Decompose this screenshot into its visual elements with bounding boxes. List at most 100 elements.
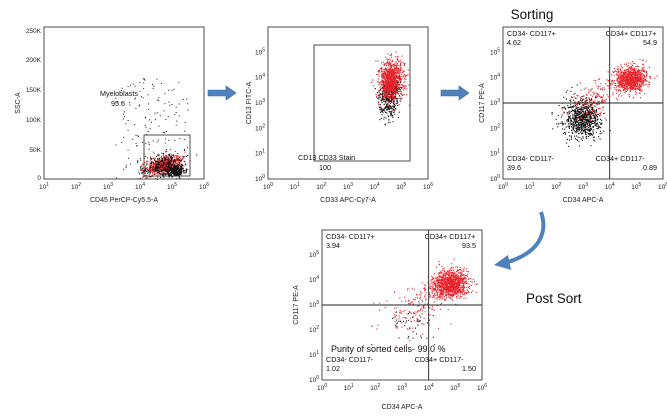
event-dot xyxy=(576,109,578,111)
event-dot xyxy=(408,300,410,302)
event-dot xyxy=(385,73,387,75)
event-dot xyxy=(582,105,584,107)
event-dot xyxy=(162,164,164,166)
event-dot xyxy=(433,309,435,311)
event-dot xyxy=(579,82,581,84)
event-dot xyxy=(141,142,143,143)
quadrant-value: 0.89 xyxy=(643,163,657,172)
event-dot xyxy=(383,68,385,70)
event-dot xyxy=(380,107,382,109)
event-dot xyxy=(646,80,648,82)
event-dot xyxy=(168,166,170,168)
event-dot xyxy=(396,92,398,94)
event-dot xyxy=(404,316,406,318)
event-dot xyxy=(581,108,583,110)
event-dot xyxy=(622,75,624,77)
event-dot xyxy=(621,72,623,74)
event-dot xyxy=(176,164,178,166)
event-dot xyxy=(626,74,628,76)
event-dot xyxy=(153,169,155,171)
event-dot xyxy=(603,87,605,89)
event-dot xyxy=(583,107,585,109)
event-dot xyxy=(162,176,164,178)
event-dot xyxy=(384,71,386,73)
event-dot xyxy=(609,130,611,132)
event-dot xyxy=(642,68,644,70)
event-dot xyxy=(639,75,641,77)
event-dot xyxy=(385,92,387,94)
event-dot xyxy=(577,110,579,112)
event-dot xyxy=(395,78,397,80)
event-dot xyxy=(627,86,629,88)
event-dot xyxy=(570,135,572,137)
event-dot xyxy=(173,154,175,156)
event-dot xyxy=(169,169,171,171)
event-dot xyxy=(587,119,589,121)
event-dot xyxy=(164,167,166,169)
event-dot xyxy=(176,166,178,168)
event-dot xyxy=(581,127,583,129)
event-dot xyxy=(127,149,129,151)
event-dot xyxy=(628,77,630,79)
event-dot xyxy=(626,87,628,89)
event-dot xyxy=(156,112,158,114)
event-dot xyxy=(174,164,176,166)
event-dot xyxy=(140,159,142,161)
event-dot xyxy=(581,126,583,128)
event-dot xyxy=(570,120,572,122)
event-dot xyxy=(393,77,395,79)
event-dot xyxy=(152,158,154,160)
event-dot xyxy=(388,69,390,71)
event-dot xyxy=(164,173,166,175)
event-dot xyxy=(593,118,595,120)
event-dot xyxy=(623,63,625,65)
event-dot xyxy=(121,102,123,103)
event-dot xyxy=(388,105,390,107)
event-dot xyxy=(557,123,559,125)
event-dot xyxy=(644,71,646,73)
event-dot xyxy=(592,93,594,95)
event-dot xyxy=(150,160,152,162)
event-dot xyxy=(623,86,625,88)
event-dot xyxy=(386,112,388,114)
event-dot xyxy=(396,73,398,75)
event-dot xyxy=(148,142,150,144)
event-dot xyxy=(387,96,389,98)
event-dot xyxy=(138,104,140,106)
event-dot xyxy=(636,77,638,79)
event-dot xyxy=(165,168,167,170)
event-dot xyxy=(152,161,154,163)
event-dot xyxy=(589,123,591,125)
event-dot xyxy=(183,165,185,167)
event-dot xyxy=(590,104,592,106)
event-dot xyxy=(168,155,170,157)
event-dot xyxy=(376,95,378,97)
event-dot xyxy=(170,159,172,161)
event-dot xyxy=(622,77,624,79)
event-dot xyxy=(563,111,565,113)
panel-1-gate-name: Myeloblasts xyxy=(100,89,138,98)
event-dot xyxy=(161,166,163,168)
event-dot xyxy=(582,122,584,124)
event-dot xyxy=(602,89,604,91)
event-dot xyxy=(617,95,619,97)
event-dot xyxy=(575,121,577,123)
event-dot xyxy=(161,164,163,166)
event-dot xyxy=(640,79,642,81)
event-dot xyxy=(170,157,172,159)
event-dot xyxy=(624,73,626,75)
event-dot xyxy=(164,174,166,176)
event-dot xyxy=(167,116,169,118)
panel-1-ytick-4: 200K xyxy=(26,57,42,64)
event-dot xyxy=(386,85,388,87)
event-dot xyxy=(596,109,598,111)
event-dot xyxy=(588,112,590,114)
event-dot xyxy=(383,98,385,100)
event-dot xyxy=(147,94,149,96)
event-dot xyxy=(377,324,379,326)
event-dot xyxy=(574,103,576,105)
event-dot xyxy=(178,168,180,170)
event-dot xyxy=(155,168,157,170)
event-dot xyxy=(383,118,385,120)
